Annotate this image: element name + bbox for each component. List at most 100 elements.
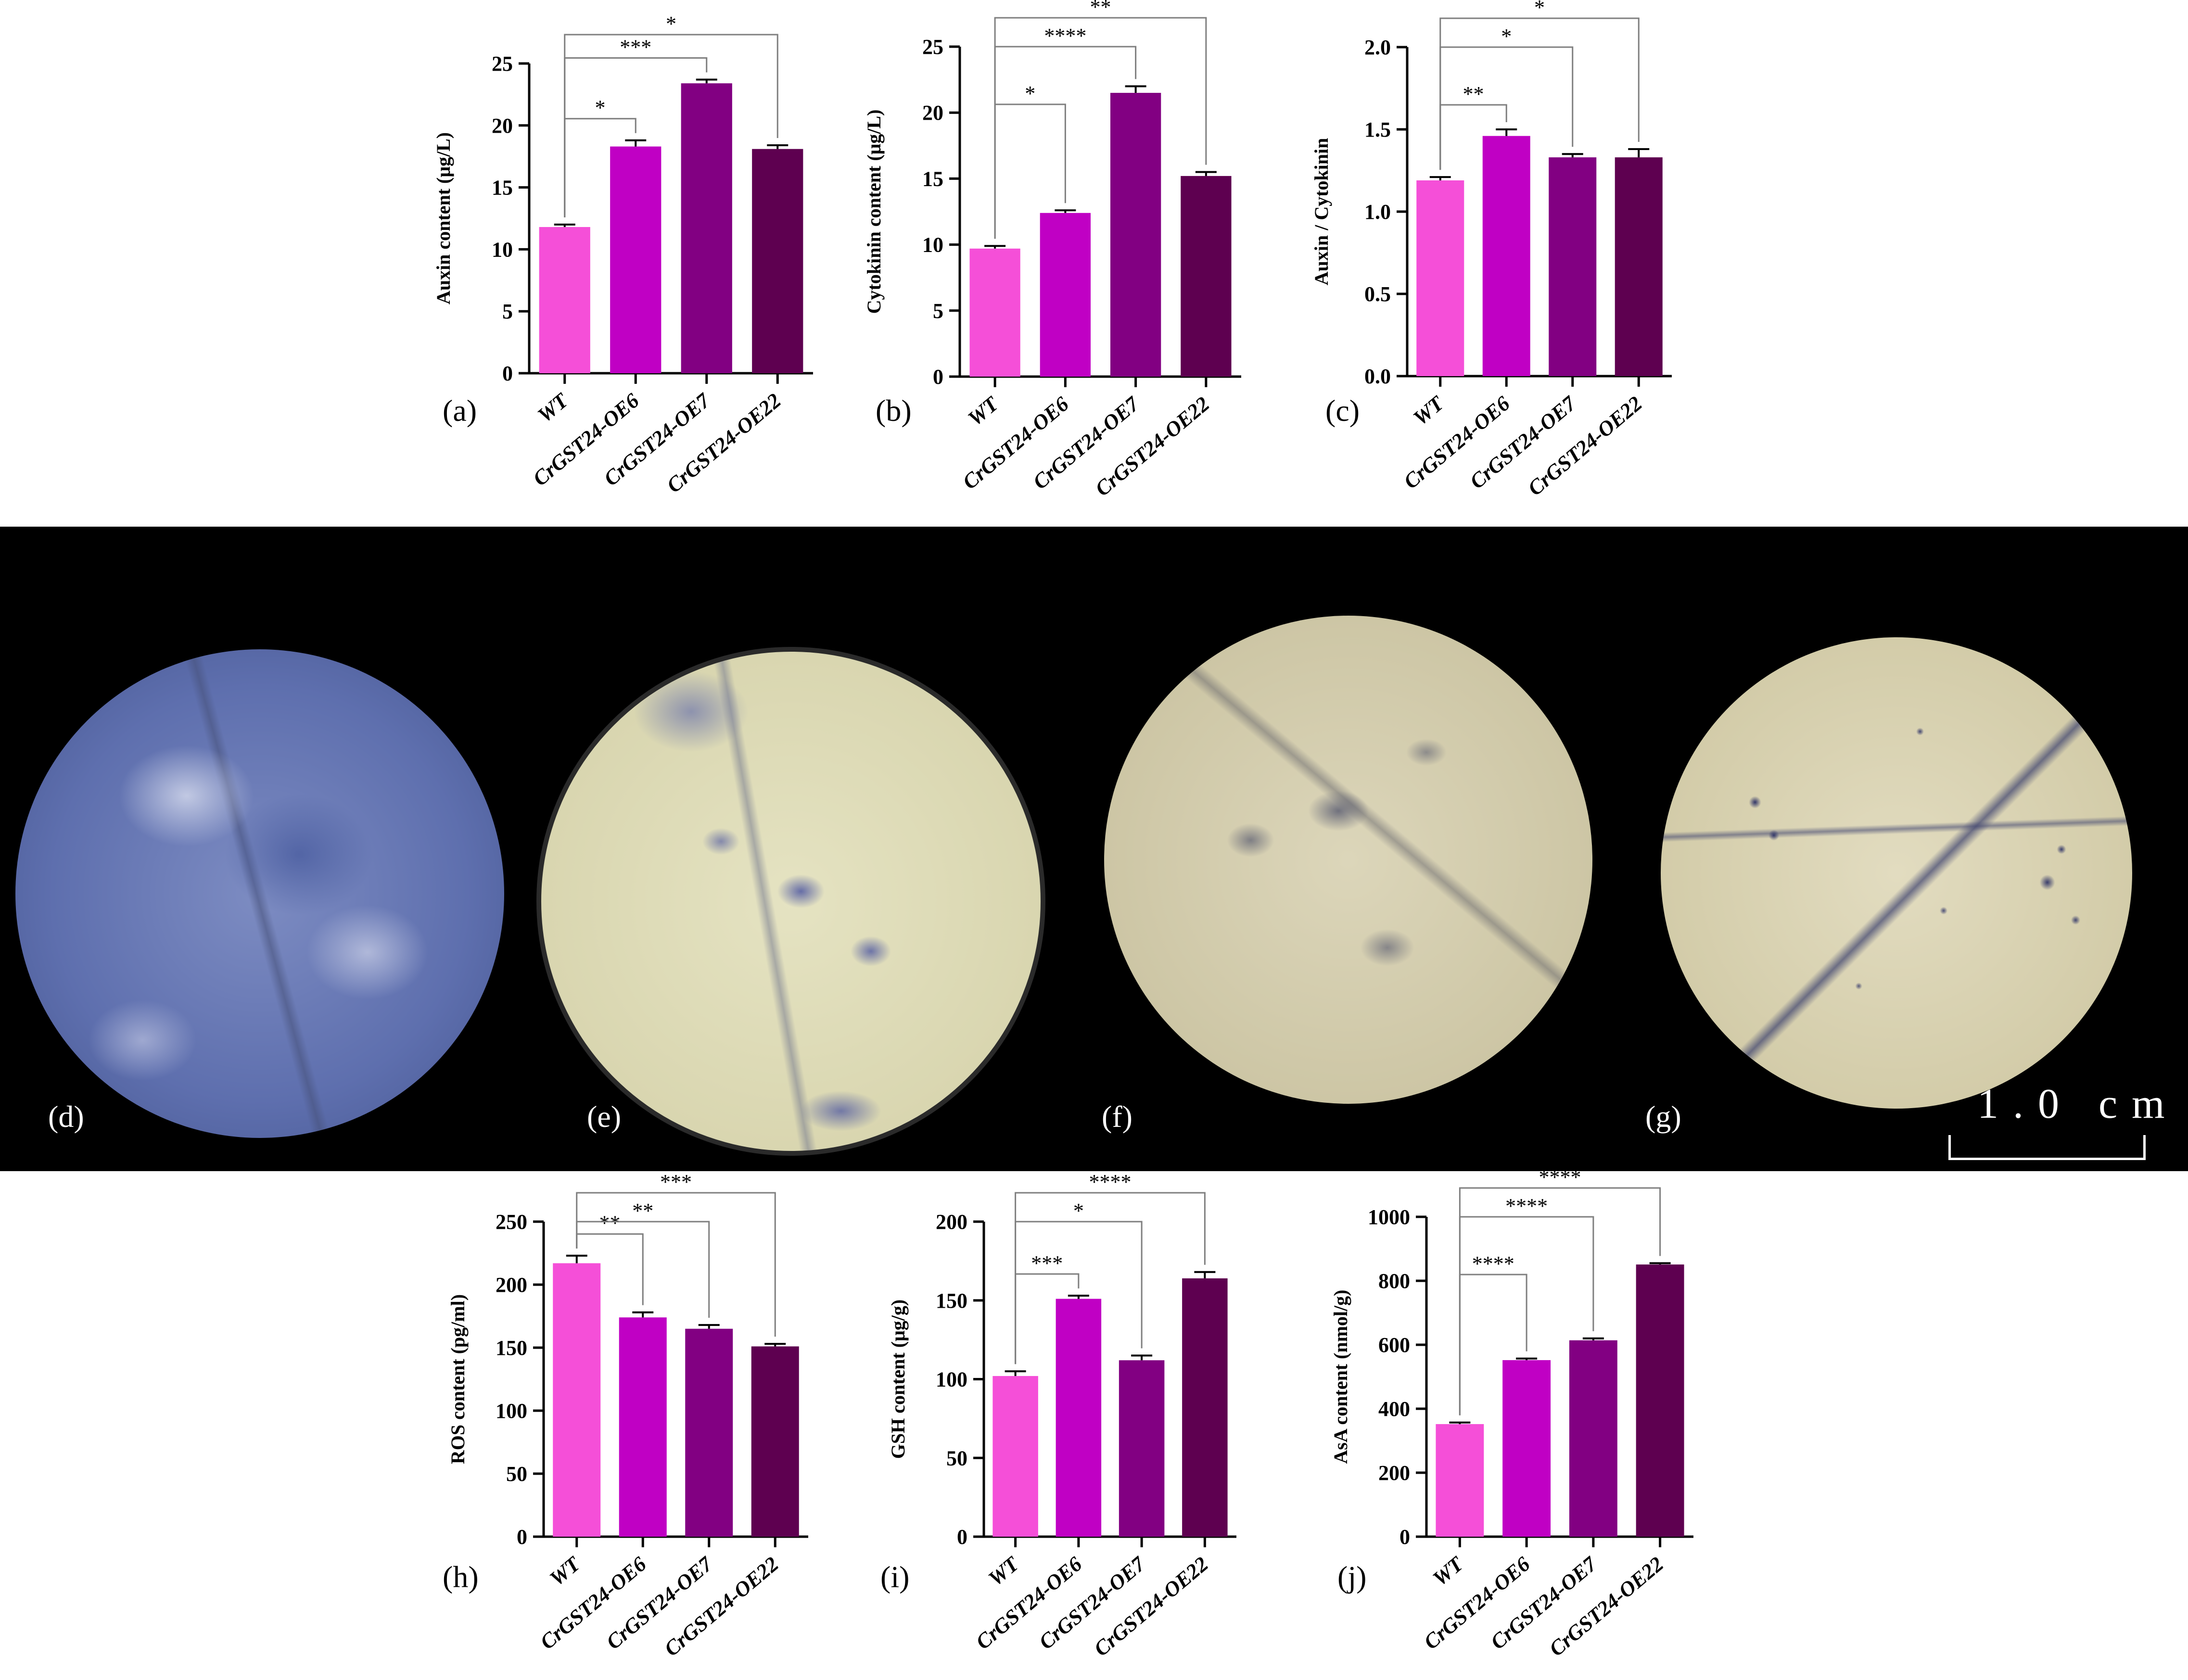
y-tick-label: 0 (517, 1525, 527, 1549)
bar-2 (685, 1328, 733, 1537)
bar-0 (992, 1376, 1038, 1537)
panel-label-d: (d) (48, 1099, 84, 1134)
y-axis-title: Cytokinin content (μg/L) (863, 110, 885, 314)
bar-3 (1636, 1264, 1684, 1537)
bar-2 (1549, 157, 1597, 376)
y-tick-label: 2.0 (1364, 36, 1391, 59)
bar-1 (1040, 213, 1091, 377)
chart-panel-c: 0.0 0.5 1.0 1.5 2.0 Auxin / Cytokinin WT CrGST2… (1310, 0, 1672, 500)
x-tick-label-0: WT (984, 1552, 1024, 1591)
significance-label-0: ** (599, 1212, 621, 1235)
panel-label-e: (e) (587, 1099, 622, 1134)
y-tick-label: 10 (922, 233, 943, 257)
bar-3 (1182, 1278, 1228, 1537)
y-tick-label: 200 (496, 1273, 527, 1297)
y-axis-title: GSH content (μg/g) (887, 1300, 909, 1459)
y-tick-label: 1.5 (1364, 118, 1391, 141)
panel-label: (c) (1325, 393, 1360, 428)
scale-bar-left-tick (1948, 1135, 1951, 1160)
y-tick-label: 800 (1378, 1269, 1410, 1293)
significance-label-2: ** (1090, 0, 1111, 19)
x-tick-label-2: CrGST24-OE7 (1034, 1552, 1150, 1654)
y-tick-label: 200 (1378, 1461, 1410, 1485)
panel-label: (i) (880, 1560, 909, 1594)
x-tick-label-0: WT (545, 1552, 585, 1591)
y-tick-label: 1000 (1368, 1205, 1410, 1229)
y-tick-label: 250 (496, 1210, 527, 1234)
leaf-disc-photo-wt (15, 649, 504, 1138)
significance-bracket-2 (576, 1192, 776, 1337)
significance-bracket-2 (1015, 1192, 1206, 1364)
significance-label-1: * (1501, 25, 1512, 48)
x-tick-label-1: CrGST24-OE6 (971, 1552, 1086, 1654)
significance-label-2: * (666, 12, 676, 36)
y-tick-label: 0 (933, 365, 943, 389)
y-tick-label: 50 (506, 1462, 527, 1486)
bar-3 (1615, 157, 1663, 376)
bar-3 (751, 1346, 799, 1537)
scale-bar-right-tick (2143, 1135, 2146, 1160)
scale-bar-label: 1.0 cm (1977, 1081, 2179, 1127)
staining-photo-band: (d) (e) (f) (g) 1.0 cm (0, 527, 2188, 1171)
bar-1 (1056, 1299, 1102, 1537)
significance-label-0: *** (1031, 1251, 1063, 1275)
y-tick-label: 150 (936, 1289, 967, 1313)
significance-label-2: * (1534, 0, 1545, 19)
bar-2 (681, 83, 732, 373)
bar-0 (1416, 180, 1464, 376)
y-tick-label: 5 (502, 300, 513, 323)
bar-1 (610, 146, 661, 373)
y-tick-label: 0 (502, 362, 513, 385)
y-tick-label: 600 (1378, 1333, 1410, 1357)
y-tick-label: 20 (492, 114, 513, 138)
significance-bracket-2 (1439, 17, 1640, 170)
bar-0 (1436, 1424, 1484, 1537)
significance-label-1: **** (1044, 24, 1086, 48)
leaf-disc-photo-oe6 (536, 647, 1045, 1156)
y-tick-label: 150 (496, 1336, 527, 1360)
significance-label-2: *** (660, 1170, 692, 1194)
significance-bracket-2 (564, 34, 778, 217)
bar-2 (1119, 1360, 1165, 1537)
y-tick-label: 25 (922, 35, 943, 59)
significance-label-0: * (595, 96, 606, 120)
x-tick-label-3: CrGST24-OE22 (1523, 392, 1646, 500)
panel-label: (j) (1337, 1560, 1366, 1594)
bar-2 (1110, 93, 1161, 377)
bar-0 (969, 248, 1020, 377)
leaf-disc-photo-oe22 (1661, 637, 2132, 1109)
bar-1 (1502, 1360, 1551, 1537)
x-tick-label-3: CrGST24-OE22 (1090, 1552, 1213, 1661)
bar-1 (619, 1317, 667, 1537)
y-tick-label: 20 (922, 101, 943, 125)
x-tick-label-3: CrGST24-OE22 (660, 1552, 783, 1661)
y-tick-label: 5 (933, 299, 943, 323)
y-tick-label: 0 (1399, 1525, 1410, 1549)
x-tick-label-3: CrGST24-OE22 (1545, 1552, 1668, 1661)
leaf-disc-photo-oe7 (1104, 616, 1592, 1104)
significance-label-1: *** (620, 35, 651, 59)
y-tick-label: 25 (492, 52, 513, 76)
bar-3 (752, 149, 803, 373)
significance-label-0: **** (1472, 1252, 1514, 1276)
x-tick-label-0: WT (1428, 1552, 1469, 1591)
x-tick-label-0: WT (533, 388, 573, 427)
significance-label-1: * (1073, 1199, 1084, 1223)
scale-bar-line (1948, 1158, 2146, 1160)
bar-0 (553, 1263, 601, 1537)
y-axis-title: AsA content (nmol/g) (1330, 1289, 1351, 1464)
significance-bracket-2 (994, 17, 1207, 239)
chart-panel-j: 0 200 400 600 800 1000 AsA content (nmol/g) WT C… (1330, 1165, 1693, 1661)
bar-3 (1181, 176, 1232, 377)
significance-label-0: * (1025, 82, 1035, 105)
y-tick-label: 1.0 (1364, 200, 1391, 224)
y-tick-label: 0 (957, 1525, 967, 1549)
bar-0 (539, 227, 590, 373)
bar-1 (1482, 136, 1530, 376)
y-tick-label: 50 (946, 1446, 967, 1470)
panel-label: (b) (876, 393, 912, 428)
